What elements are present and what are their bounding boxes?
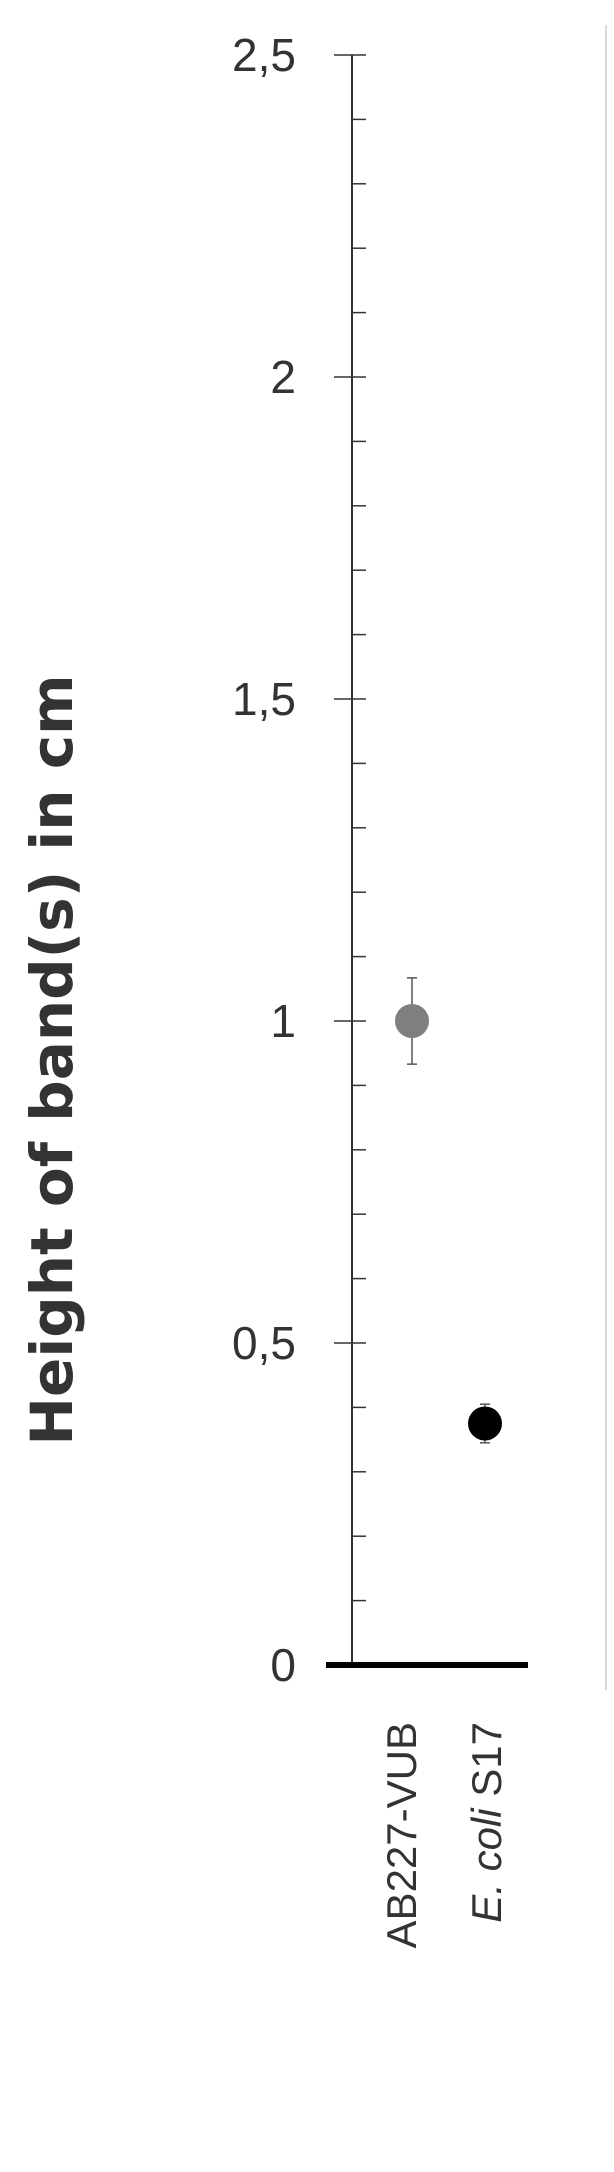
y-tick-label: 0 bbox=[270, 1639, 296, 1691]
y-tick-labels: 0 0,5 1 1,5 2 2,5 bbox=[232, 29, 296, 1691]
y-tick-label: 1 bbox=[270, 995, 296, 1047]
category-label-ecoli-text: S17 bbox=[463, 1722, 510, 1808]
data-point-1 bbox=[468, 1406, 502, 1441]
category-label-ecoli: E. coli S17 bbox=[463, 1722, 510, 1923]
category-label-ecoli-italic: E. coli bbox=[463, 1807, 510, 1923]
category-label-ab227-text: AB227-VUB bbox=[378, 1722, 425, 1948]
y-axis bbox=[326, 54, 528, 1668]
y-tick-label: 2,5 bbox=[232, 29, 296, 81]
data-points bbox=[395, 977, 502, 1444]
y-tick-label: 0,5 bbox=[232, 1317, 296, 1369]
y-axis-label: Height of band(s) in cm bbox=[18, 674, 86, 1445]
category-label-ab227: AB227-VUB bbox=[378, 1722, 425, 1948]
y-tick-label: 2 bbox=[270, 351, 296, 403]
data-point-0 bbox=[395, 1004, 429, 1038]
y-tick-label: 1,5 bbox=[232, 673, 296, 725]
